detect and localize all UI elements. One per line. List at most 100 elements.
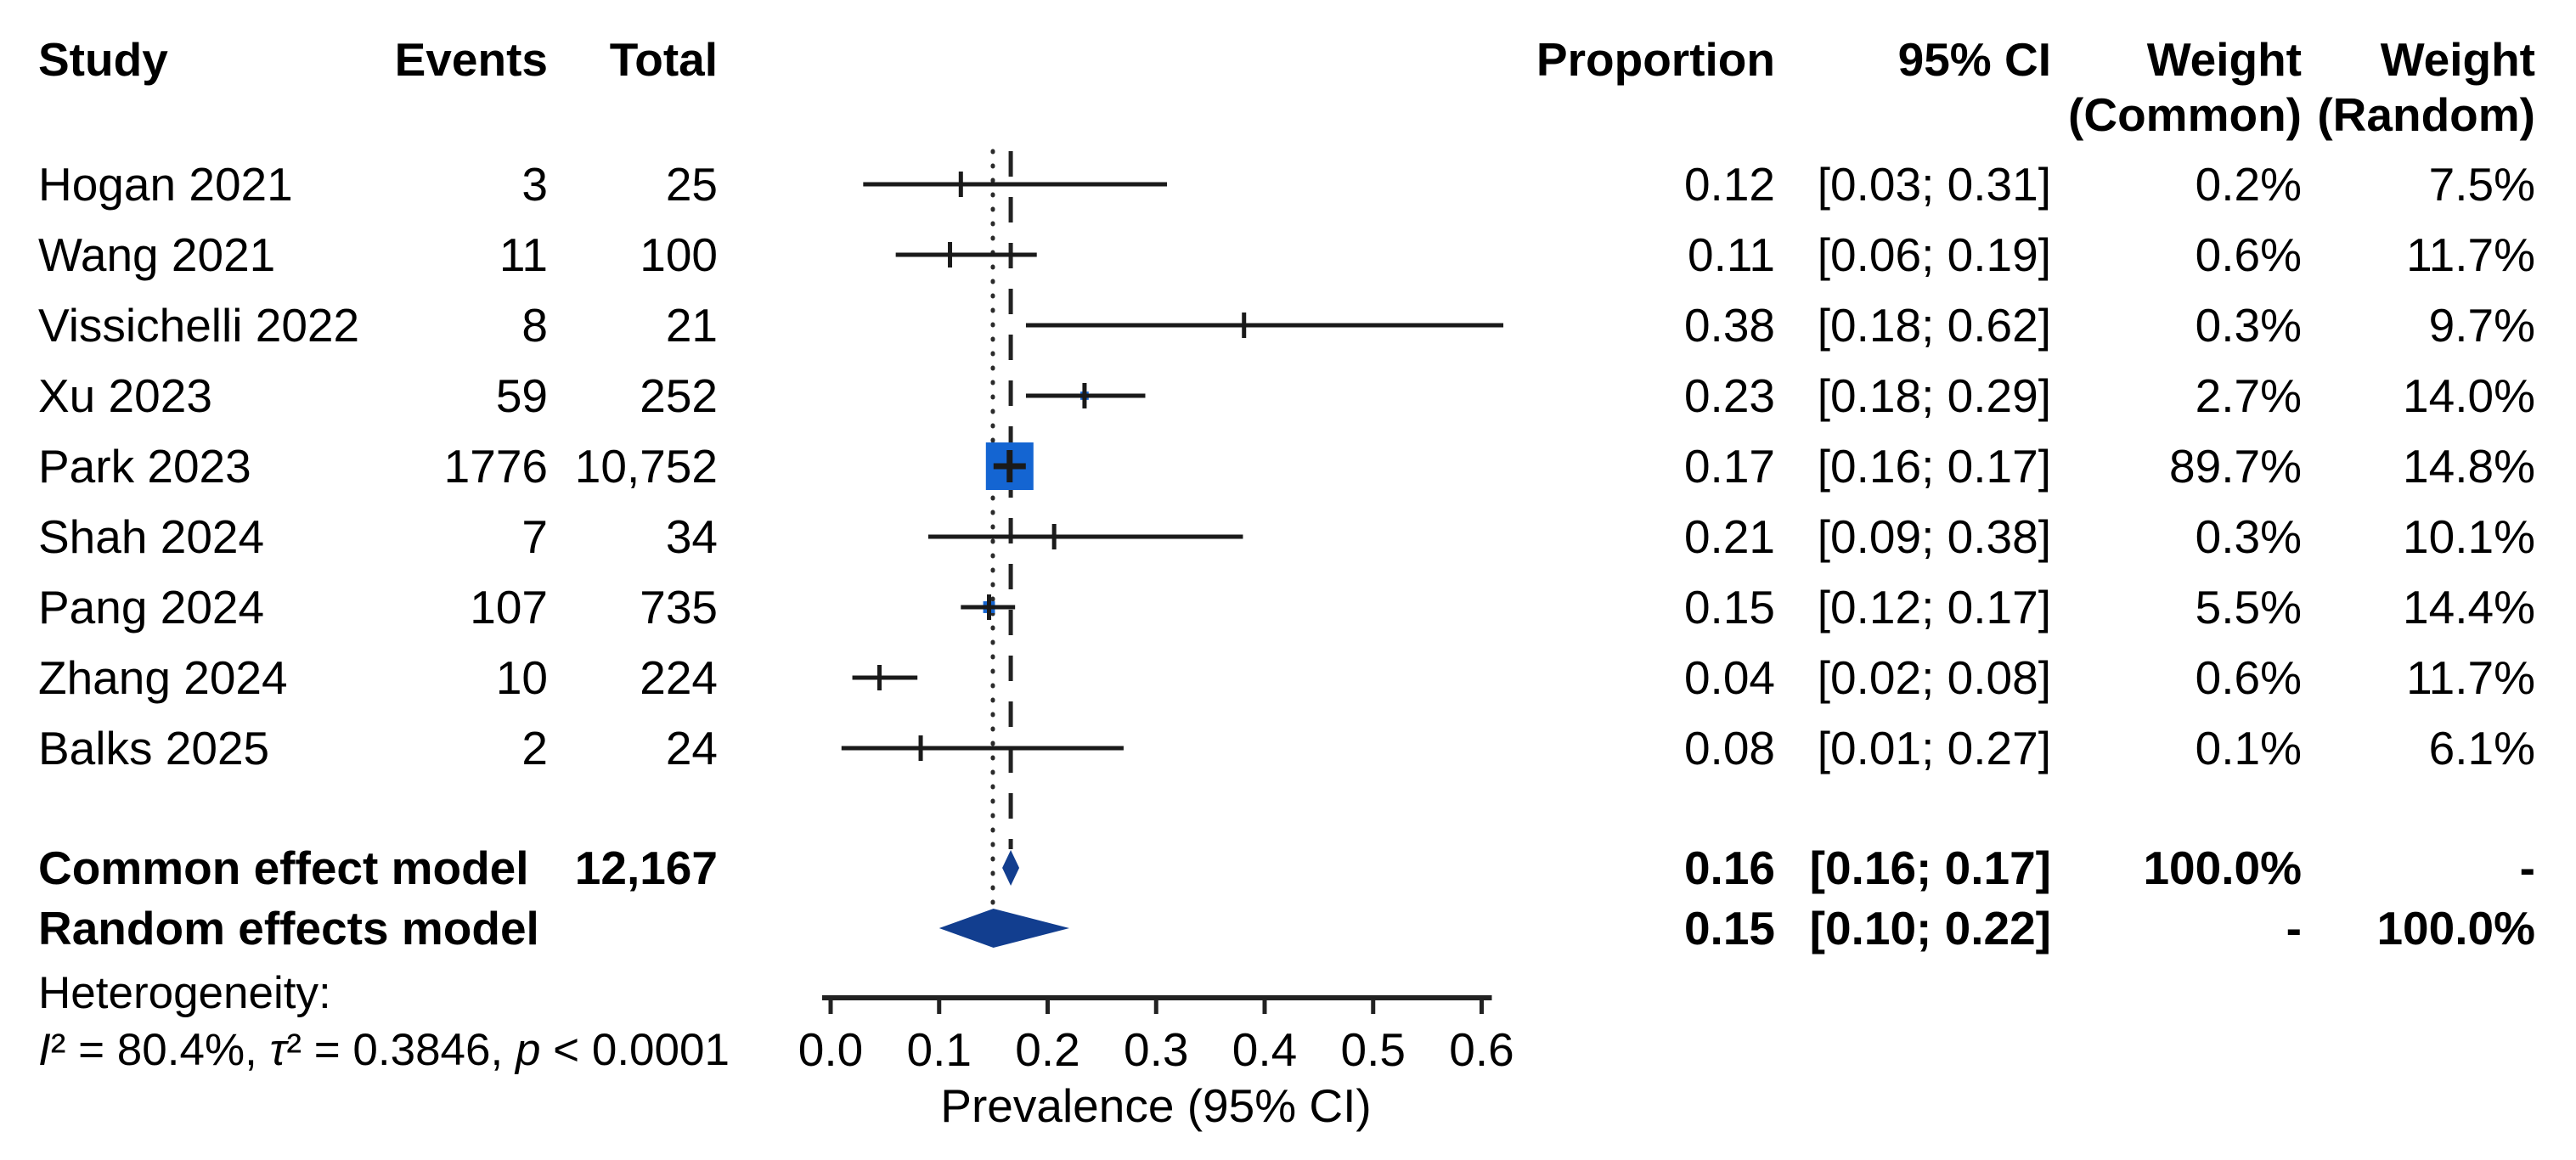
ci-value: [0.12; 0.17]	[1817, 581, 2051, 633]
total-value: 24	[665, 722, 718, 774]
weight-random-value: 11.7%	[2406, 651, 2535, 704]
study-name: Park 2023	[38, 440, 251, 493]
proportion-value: 0.21	[1683, 510, 1775, 563]
proportion-value: 0.11	[1688, 228, 1775, 281]
i-squared-value: ² = 80.4%,	[50, 1025, 270, 1075]
ci-value: [0.01; 0.27]	[1817, 722, 2051, 774]
total-value: 252	[640, 369, 718, 422]
p-symbol: p	[515, 1025, 541, 1075]
study-name: Hogan 2021	[38, 158, 293, 211]
proportion-value: 0.15	[1683, 581, 1775, 633]
axis-tick-label: 0.2	[1015, 1023, 1079, 1076]
summary-label: Common effect model	[38, 842, 529, 894]
col-header-weight-random-line1: Weight	[2380, 33, 2535, 86]
events-value: 10	[495, 651, 548, 704]
heterogeneity-label: Heterogeneity:	[38, 968, 331, 1018]
weight-common-value: 0.3%	[2195, 510, 2302, 563]
summary-total: 12,167	[574, 842, 718, 894]
i-squared-symbol: I	[38, 1025, 51, 1075]
axis-tick-label: 0.4	[1232, 1023, 1297, 1076]
common-effect-diamond	[1002, 850, 1020, 886]
point-marker-horizontal	[1231, 323, 1257, 328]
ci-value: [0.02; 0.08]	[1817, 651, 2051, 704]
col-header-total: Total	[609, 33, 718, 86]
weight-common-value: 0.3%	[2195, 299, 2302, 352]
weight-common-value: 0.6%	[2195, 651, 2302, 704]
study-name: Wang 2021	[38, 228, 276, 281]
point-marker-horizontal	[993, 463, 1026, 470]
col-header-proportion: Proportion	[1536, 33, 1775, 86]
proportion-value: 0.04	[1683, 651, 1775, 704]
study-name: Pang 2024	[38, 581, 265, 633]
axis-tick-label: 0.5	[1341, 1023, 1406, 1076]
events-value: 11	[499, 228, 548, 281]
point-marker-horizontal	[976, 605, 1002, 610]
axis-tick-label: 0.0	[798, 1023, 863, 1076]
proportion-value: 0.12	[1683, 158, 1775, 211]
proportion-value: 0.38	[1683, 299, 1775, 352]
col-header-weight-common-line2: (Common)	[2068, 88, 2302, 141]
summary-label: Random effects model	[38, 902, 539, 954]
total-value: 224	[640, 651, 718, 704]
point-marker-horizontal	[948, 182, 974, 187]
total-value: 21	[665, 299, 718, 352]
col-header-study: Study	[38, 33, 168, 86]
weight-random-value: 6.1%	[2428, 722, 2535, 774]
ci-value: [0.18; 0.29]	[1817, 369, 2051, 422]
weight-common-value: 0.1%	[2195, 722, 2302, 774]
proportion-value: 0.23	[1683, 369, 1775, 422]
weight-random-value: 14.4%	[2403, 581, 2535, 633]
total-value: 735	[640, 581, 718, 633]
axis-tick-label: 0.6	[1449, 1023, 1513, 1076]
study-name: Shah 2024	[38, 510, 265, 563]
study-name: Zhang 2024	[38, 651, 288, 704]
summary-weight-random: 100.0%	[2376, 902, 2535, 954]
tau-squared-value: ² = 0.3846,	[286, 1025, 516, 1075]
study-name: Xu 2023	[38, 369, 212, 422]
col-header-weight-random-line2: (Random)	[2317, 88, 2535, 141]
ci-value: [0.16; 0.17]	[1817, 440, 2051, 493]
weight-common-value: 2.7%	[2195, 369, 2302, 422]
weight-random-value: 14.0%	[2403, 369, 2535, 422]
point-marker-horizontal	[866, 675, 893, 680]
events-value: 7	[521, 510, 548, 563]
weight-random-value: 9.7%	[2428, 299, 2535, 352]
random-effects-diamond	[939, 909, 1070, 948]
weight-random-value: 11.7%	[2406, 228, 2535, 281]
tau-squared-symbol: τ	[269, 1025, 287, 1075]
point-marker-horizontal	[1041, 534, 1068, 539]
summary-weight-common: -	[2286, 902, 2302, 954]
ci-value: [0.03; 0.31]	[1817, 158, 2051, 211]
total-value: 10,752	[574, 440, 718, 493]
events-value: 2	[521, 722, 548, 774]
summary-weight-random: -	[2519, 842, 2535, 894]
weight-common-value: 89.7%	[2169, 440, 2302, 493]
events-value: 59	[495, 369, 548, 422]
total-value: 34	[665, 510, 718, 563]
col-header-weight-common-line1: Weight	[2146, 33, 2302, 86]
proportion-value: 0.08	[1683, 722, 1775, 774]
weight-random-value: 10.1%	[2403, 510, 2535, 563]
events-value: 107	[470, 581, 548, 633]
events-value: 8	[521, 299, 548, 352]
weight-common-value: 0.2%	[2195, 158, 2302, 211]
p-value: < 0.0001	[540, 1025, 730, 1075]
weight-random-value: 14.8%	[2403, 440, 2535, 493]
weight-common-value: 5.5%	[2195, 581, 2302, 633]
axis-tick-label: 0.3	[1124, 1023, 1188, 1076]
point-marker-horizontal	[908, 746, 934, 751]
ci-value: [0.06; 0.19]	[1817, 228, 2051, 281]
summary-proportion: 0.16	[1683, 842, 1775, 894]
summary-proportion: 0.15	[1683, 902, 1775, 954]
col-header-ci: 95% CI	[1897, 33, 2051, 86]
total-value: 25	[665, 158, 718, 211]
heterogeneity-stats: I² = 80.4%, τ² = 0.3846, p < 0.0001	[38, 1025, 730, 1076]
study-name: Balks 2025	[38, 722, 270, 774]
events-value: 1776	[443, 440, 548, 493]
summary-weight-common: 100.0%	[2143, 842, 2302, 894]
ci-value: [0.09; 0.38]	[1817, 510, 2051, 563]
weight-random-value: 7.5%	[2428, 158, 2535, 211]
summary-ci: [0.16; 0.17]	[1809, 842, 2051, 894]
total-value: 100	[640, 228, 718, 281]
